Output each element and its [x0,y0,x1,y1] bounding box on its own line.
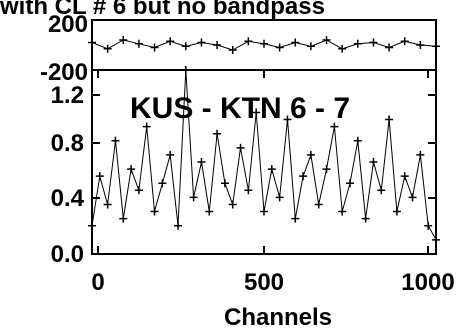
amplitude-ytick-label: 1.2 [51,82,84,109]
amplitude-data-point [322,165,331,174]
amplitude-data-point [228,200,237,209]
phase-data-point [369,38,378,47]
amplitude-data-point [400,172,409,181]
amplitude-data-point [283,115,292,124]
phase-data-point [228,46,237,54]
amplitude-ytick-label: 0.0 [51,241,84,268]
amplitude-data-point [369,158,378,166]
phase-data-point [275,43,284,52]
amplitude-data-point [197,158,206,166]
amplitude-data-point [220,179,229,188]
chart-title: with CL # 6 but no bandpass [0,0,325,20]
phase-data-point [353,39,362,48]
amplitude-data-point [385,115,394,124]
phase-panel: 200 -200 [40,11,440,86]
amplitude-data-point [142,122,151,131]
amplitude-data-point [95,172,104,181]
amplitude-data-point [330,122,339,131]
amplitude-data-point [134,186,143,195]
phase-data-point [166,37,175,46]
amplitude-ytick-label: 0.4 [51,185,85,212]
amplitude-data-point [416,150,425,159]
amplitude-data-point [252,108,261,117]
amplitude-data-point [88,221,96,230]
amplitude-xticks: 0 500 1000 [91,70,455,296]
amplitude-data-point [275,193,284,202]
amplitude-data-point [306,150,315,159]
phase-data-point [119,36,128,44]
amplitude-data-point [267,165,276,174]
phase-data-point [400,37,409,46]
amplitude-data-point [353,136,362,145]
phase-marks [88,36,440,54]
amplitude-data-point [361,214,370,223]
phase-data-point [197,38,206,47]
amplitude-data-point [189,193,198,202]
amplitude-data-point [392,207,401,216]
phase-data-point [416,41,425,49]
phase-ytick-label-bottom: -200 [40,59,88,86]
x-tick-label: 1000 [401,269,454,296]
amplitude-ytick-label: 0.8 [51,130,84,157]
amplitude-data-point [346,179,354,188]
x-tick-label: 0 [91,269,104,296]
amplitude-data-point [166,150,175,159]
amplitude-data-point [174,221,182,230]
phase-data-point [338,44,347,53]
amplitude-data-point [103,200,112,209]
amplitude-data-point [314,200,323,209]
amplitude-yticks: 0.0 0.4 0.8 1.2 [51,82,436,268]
phase-data-point [134,39,143,48]
phase-data-point [385,43,394,52]
phase-data-point [88,38,96,47]
amplitude-marks [88,66,440,244]
amplitude-data-point [291,214,300,223]
phase-data-point [244,37,253,46]
amplitude-data-point [158,179,167,188]
amplitude-data-point [213,129,222,138]
phase-data-point [181,42,190,51]
amplitude-panel: 0.0 0.4 0.8 1.2 0 500 1000 KUS - KTN 6 - 7 Ch… [51,66,455,331]
phase-data-point [291,38,300,47]
amplitude-data-point [181,66,190,74]
amplitude-data-point [377,186,386,195]
amplitude-data-point [432,235,440,244]
x-axis-label: Channels [224,304,332,331]
x-tick-label: 500 [244,269,284,296]
phase-ytick-label-top: 200 [48,11,88,38]
phase-data-point [306,42,315,51]
amplitude-data-point [236,143,245,152]
phase-data-point [213,41,222,49]
amplitude-data-point [244,186,253,195]
amplitude-data-point [408,193,417,202]
phase-data-point [150,43,159,52]
baseline-annotation: KUS - KTN 6 - 7 [130,92,350,125]
amplitude-data-point [150,207,159,216]
amplitude-data-point [299,172,308,181]
phase-data-point [103,44,112,53]
amplitude-data-point [111,136,120,145]
amplitude-data-point [205,207,214,216]
amplitude-data-point [119,214,128,223]
amplitude-data-point [338,207,347,216]
amplitude-data-point [127,165,136,174]
amplitude-data-point [424,221,433,230]
phase-data-point [260,39,268,48]
amplitude-data-point [260,207,268,216]
phase-data-point [432,42,440,51]
phase-data-point [322,36,331,44]
